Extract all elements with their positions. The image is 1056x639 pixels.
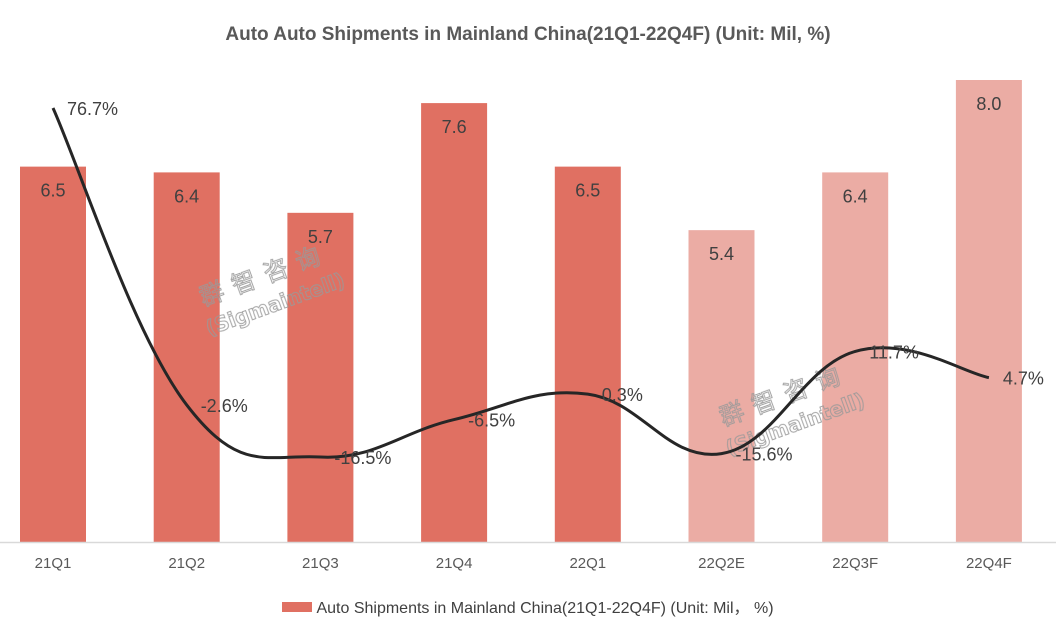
bar-21Q1 bbox=[20, 166, 86, 542]
bar-21Q4 bbox=[421, 103, 488, 542]
line-value-label: 11.7% bbox=[869, 342, 919, 362]
bar-value-label: 8.0 bbox=[976, 94, 1001, 114]
legend-label: Auto Shipments in Mainland China(21Q1-22… bbox=[316, 600, 774, 617]
bar-value-label: 7.6 bbox=[442, 117, 467, 137]
x-tick-label: 22Q2E bbox=[698, 555, 745, 572]
bar-22Q2E bbox=[688, 230, 755, 542]
x-tick-label: 21Q1 bbox=[35, 555, 72, 572]
bar-value-label: 6.5 bbox=[40, 181, 65, 201]
bar-value-label: 6.4 bbox=[174, 186, 199, 206]
line-value-label: 4.7% bbox=[1003, 369, 1044, 389]
legend-swatch bbox=[282, 601, 313, 612]
line-value-label: -6.5% bbox=[468, 411, 515, 431]
legend: Auto Shipments in Mainland China(21Q1-22… bbox=[0, 594, 1056, 618]
bar-21Q3 bbox=[287, 212, 354, 542]
x-tick-label: 22Q3F bbox=[832, 555, 878, 572]
yoy-line bbox=[51, 107, 990, 460]
x-tick-label: 21Q4 bbox=[436, 555, 473, 572]
line-value-label: 0.3% bbox=[602, 385, 643, 405]
x-tick-label: 21Q3 bbox=[302, 555, 339, 572]
bar-22Q4F bbox=[955, 80, 1022, 542]
bar-value-label: 6.4 bbox=[843, 186, 868, 206]
x-tick-label: 21Q2 bbox=[168, 555, 205, 572]
bar-22Q1 bbox=[554, 166, 621, 542]
bar-value-label: 6.5 bbox=[575, 181, 600, 201]
line-value-label: 76.7% bbox=[67, 99, 118, 119]
bar-value-label: 5.7 bbox=[308, 227, 333, 247]
line-value-label: -2.6% bbox=[201, 396, 248, 416]
bar-value-label: 5.4 bbox=[709, 244, 734, 264]
x-tick-label: 22Q1 bbox=[569, 555, 606, 572]
x-tick-label: 22Q4F bbox=[966, 555, 1012, 572]
bar-21Q2 bbox=[153, 172, 220, 542]
line-value-label: -16.5% bbox=[334, 448, 391, 468]
line-value-label: -15.6% bbox=[736, 445, 793, 465]
chart-title: Auto Auto Shipments in Mainland China(21… bbox=[225, 24, 831, 45]
bar-22Q3F bbox=[822, 172, 889, 542]
